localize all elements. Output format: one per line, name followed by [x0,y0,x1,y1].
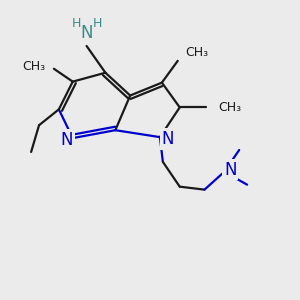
Text: N: N [61,131,73,149]
Text: CH₃: CH₃ [22,60,45,73]
Text: H: H [72,17,81,30]
Text: N: N [162,130,174,148]
Text: CH₃: CH₃ [218,101,242,114]
Text: CH₃: CH₃ [186,46,209,59]
Text: H: H [93,17,102,30]
Text: N: N [80,24,93,42]
Text: N: N [224,161,236,179]
